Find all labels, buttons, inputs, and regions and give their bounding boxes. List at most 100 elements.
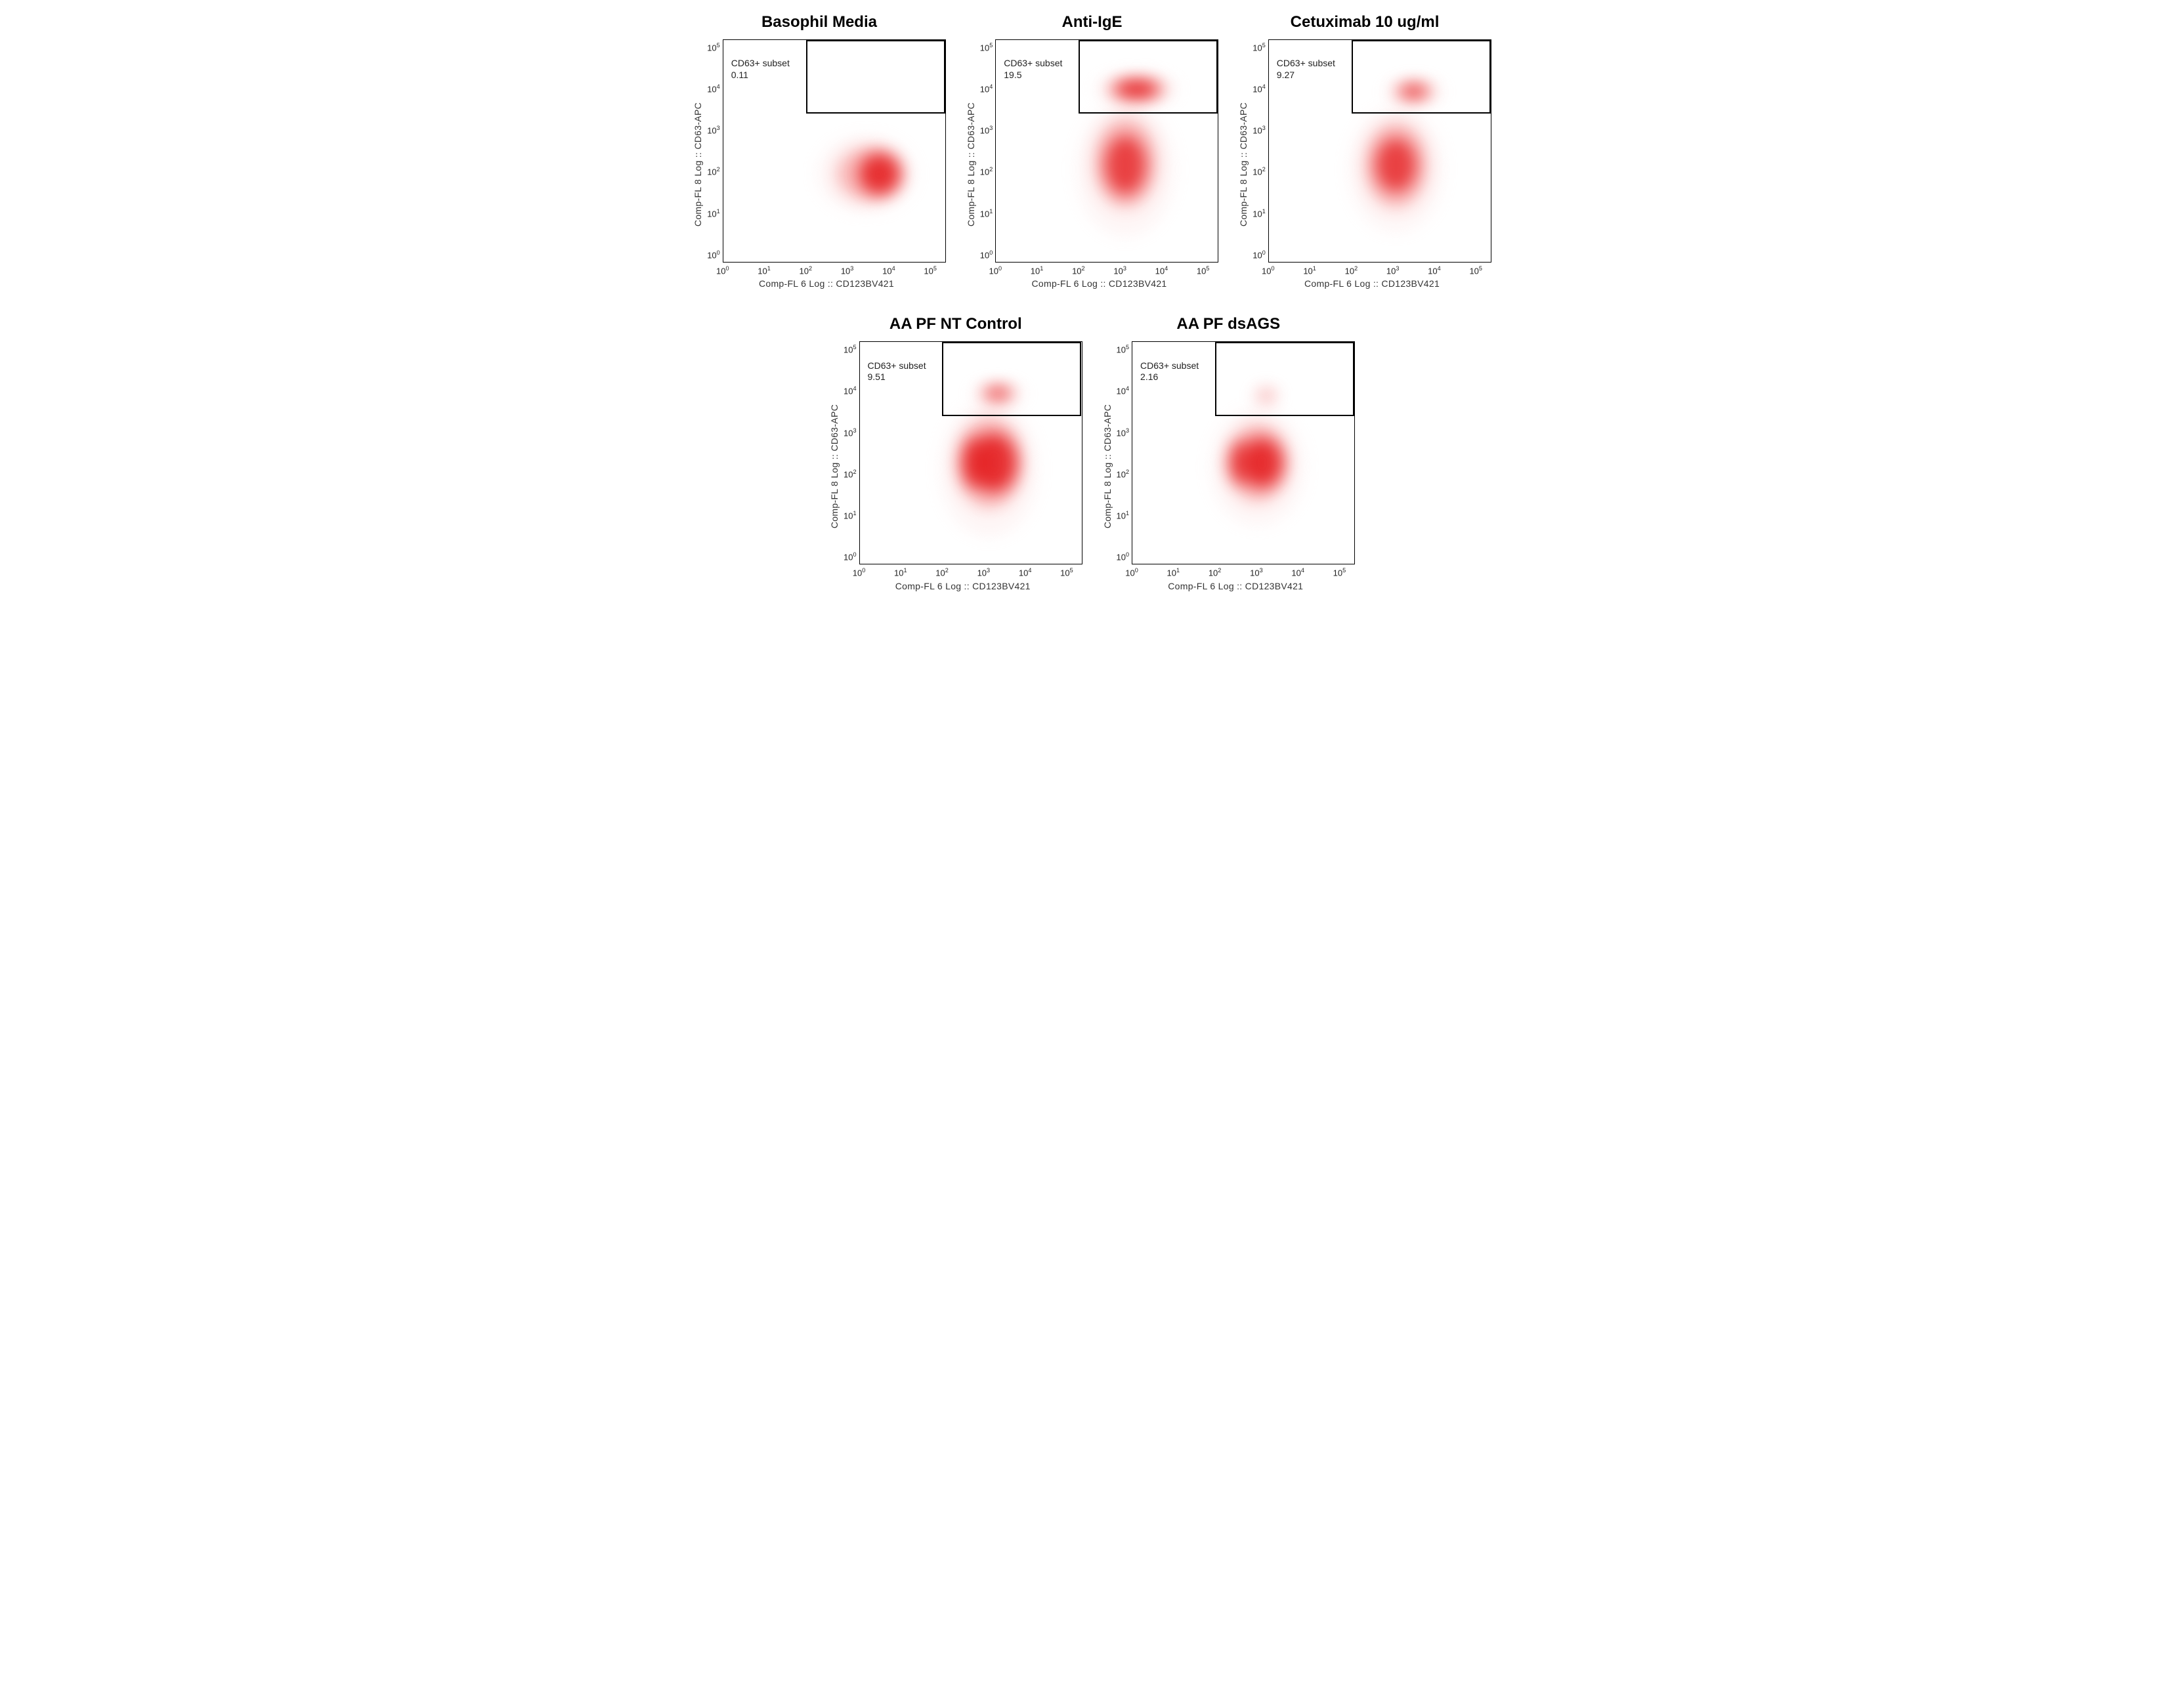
x-axis-label: Comp-FL 6 Log :: CD123BV421 xyxy=(1031,278,1167,289)
panel-aa-pf-nt: AA PF NT ControlComp-FL 8 Log :: CD63-AP… xyxy=(829,315,1082,591)
density-cloud xyxy=(962,438,989,488)
plot-column: 105104103102101100CD63+ subset9.27100101… xyxy=(1253,39,1491,289)
x-tick: 103 xyxy=(1113,265,1126,276)
panel-basophil-media: Basophil MediaComp-FL 8 Log :: CD63-APC1… xyxy=(693,13,946,289)
x-tick: 105 xyxy=(1469,265,1482,276)
y-tick: 100 xyxy=(707,249,720,260)
y-tick: 101 xyxy=(707,208,720,219)
y-tick: 103 xyxy=(844,427,857,438)
y-axis-label: Comp-FL 8 Log :: CD63-APC xyxy=(966,102,976,226)
gate-label: CD63+ subset19.5 xyxy=(1004,58,1062,81)
panel-title: Basophil Media xyxy=(761,13,877,32)
x-axis-label: Comp-FL 6 Log :: CD123BV421 xyxy=(759,278,894,289)
x-tick: 105 xyxy=(1197,265,1210,276)
density-cloud xyxy=(1376,138,1416,192)
panel-title: AA PF dsAGS xyxy=(1176,315,1280,333)
plot-column: 105104103102101100CD63+ subset9.51100101… xyxy=(844,341,1082,591)
y-ticks: 105104103102101100 xyxy=(1253,39,1268,263)
x-tick: 103 xyxy=(1250,567,1263,578)
panel-cetuximab: Cetuximab 10 ug/mlComp-FL 8 Log :: CD63-… xyxy=(1238,13,1491,289)
row-1: Basophil MediaComp-FL 8 Log :: CD63-APC1… xyxy=(666,13,1519,289)
x-tick: 103 xyxy=(1386,265,1400,276)
y-tick: 101 xyxy=(844,510,857,520)
panel-anti-ige: Anti-IgEComp-FL 8 Log :: CD63-APC1051041… xyxy=(966,13,1219,289)
x-tick: 100 xyxy=(1125,567,1138,578)
y-ticks: 105104103102101100 xyxy=(1117,341,1132,564)
y-tick: 103 xyxy=(1253,125,1266,135)
y-tick: 103 xyxy=(980,125,993,135)
x-axis-label: Comp-FL 6 Log :: CD123BV421 xyxy=(895,581,1031,591)
density-cloud xyxy=(1105,136,1146,194)
plot-outer: Comp-FL 8 Log :: CD63-APC105104103102101… xyxy=(966,39,1219,289)
x-ticks: 100101102103104105 xyxy=(1260,263,1484,276)
y-tick: 100 xyxy=(1117,551,1130,562)
x-axis-label: Comp-FL 6 Log :: CD123BV421 xyxy=(1304,278,1440,289)
gate-rect xyxy=(1352,40,1491,114)
gate-label: CD63+ subset0.11 xyxy=(731,58,790,81)
x-tick: 100 xyxy=(1262,265,1275,276)
x-tick: 102 xyxy=(1209,567,1222,578)
y-tick: 103 xyxy=(707,125,720,135)
x-tick: 101 xyxy=(894,567,907,578)
y-tick: 104 xyxy=(844,385,857,396)
x-tick: 104 xyxy=(1155,265,1168,276)
y-tick: 102 xyxy=(980,166,993,177)
density-plot: CD63+ subset9.27 xyxy=(1268,39,1491,263)
y-tick: 103 xyxy=(1117,427,1130,438)
density-plot: CD63+ subset0.11 xyxy=(723,39,946,263)
y-tick: 102 xyxy=(1253,166,1266,177)
plot-with-yticks: 105104103102101100CD63+ subset9.27 xyxy=(1253,39,1491,263)
y-axis-label: Comp-FL 8 Log :: CD63-APC xyxy=(1102,404,1113,528)
x-axis-label: Comp-FL 6 Log :: CD123BV421 xyxy=(1168,581,1303,591)
x-ticks: 100101102103104105 xyxy=(851,564,1075,578)
density-plot: CD63+ subset19.5 xyxy=(995,39,1218,263)
plot-with-yticks: 105 104 103 102 101 100 CD63+ subset19.5 xyxy=(980,39,1219,263)
y-tick: 102 xyxy=(1117,469,1130,479)
x-tick: 102 xyxy=(935,567,949,578)
y-tick: 101 xyxy=(1253,208,1266,219)
y-tick: 105 xyxy=(844,344,857,354)
gate-label: CD63+ subset9.51 xyxy=(868,360,926,383)
gate-rect xyxy=(1215,342,1354,415)
y-tick: 104 xyxy=(980,83,993,94)
plot-outer: Comp-FL 8 Log :: CD63-APC 105104103102 101… xyxy=(693,39,946,289)
panel-title: Cetuximab 10 ug/ml xyxy=(1291,13,1440,32)
plot-with-yticks: 105104103102101100CD63+ subset0.11 xyxy=(707,39,946,263)
y-tick: 101 xyxy=(980,208,993,219)
y-tick: 104 xyxy=(1117,385,1130,396)
plot-with-yticks: 105104103102101100CD63+ subset9.51 xyxy=(844,341,1082,564)
gate-rect xyxy=(1079,40,1218,114)
x-tick: 103 xyxy=(977,567,991,578)
panel-title: Anti-IgE xyxy=(1062,13,1123,32)
y-tick: 104 xyxy=(707,83,720,94)
y-tick: 100 xyxy=(844,551,857,562)
gate-label: CD63+ subset2.16 xyxy=(1140,360,1199,383)
y-axis-label: Comp-FL 8 Log :: CD63-APC xyxy=(1238,102,1249,226)
gate-label: CD63+ subset9.27 xyxy=(1277,58,1335,81)
y-tick: 105 xyxy=(980,42,993,53)
x-tick: 102 xyxy=(1072,265,1085,276)
x-tick: 105 xyxy=(1060,567,1073,578)
x-ticks: 100101102103104105 xyxy=(988,263,1211,276)
x-tick: 105 xyxy=(1333,567,1346,578)
plot-column: 105104103102101100CD63+ subset19.5100101… xyxy=(980,39,1219,289)
x-tick: 102 xyxy=(1345,265,1358,276)
y-tick: 105 xyxy=(707,42,720,53)
plot-column: 105104103102101100CD63+ subset2.16100101… xyxy=(1117,341,1356,591)
plot-outer: Comp-FL 8 Log :: CD63-APC105104103102101… xyxy=(1238,39,1491,289)
y-tick: 105 xyxy=(1253,42,1266,53)
density-cloud xyxy=(1230,442,1254,482)
x-tick: 100 xyxy=(716,265,729,276)
x-ticks: 100101102103104105 xyxy=(715,263,938,276)
plot-outer: Comp-FL 8 Log :: CD63-APC105104103102101… xyxy=(829,341,1082,591)
plot-with-yticks: 105104103102101100CD63+ subset2.16 xyxy=(1117,341,1356,564)
y-ticks: 105104103102101100 xyxy=(707,39,723,263)
panel-aa-pf-dsags: AA PF dsAGSComp-FL 8 Log :: CD63-APC1051… xyxy=(1102,315,1356,591)
y-tick: 100 xyxy=(980,249,993,260)
x-tick: 101 xyxy=(1167,567,1180,578)
y-ticks: 105 104 103 102 101 100 xyxy=(980,39,996,263)
y-tick: 105 xyxy=(1117,344,1130,354)
y-axis-label: Comp-FL 8 Log :: CD63-APC xyxy=(693,102,703,226)
density-cloud xyxy=(859,154,899,194)
x-tick: 102 xyxy=(800,265,813,276)
